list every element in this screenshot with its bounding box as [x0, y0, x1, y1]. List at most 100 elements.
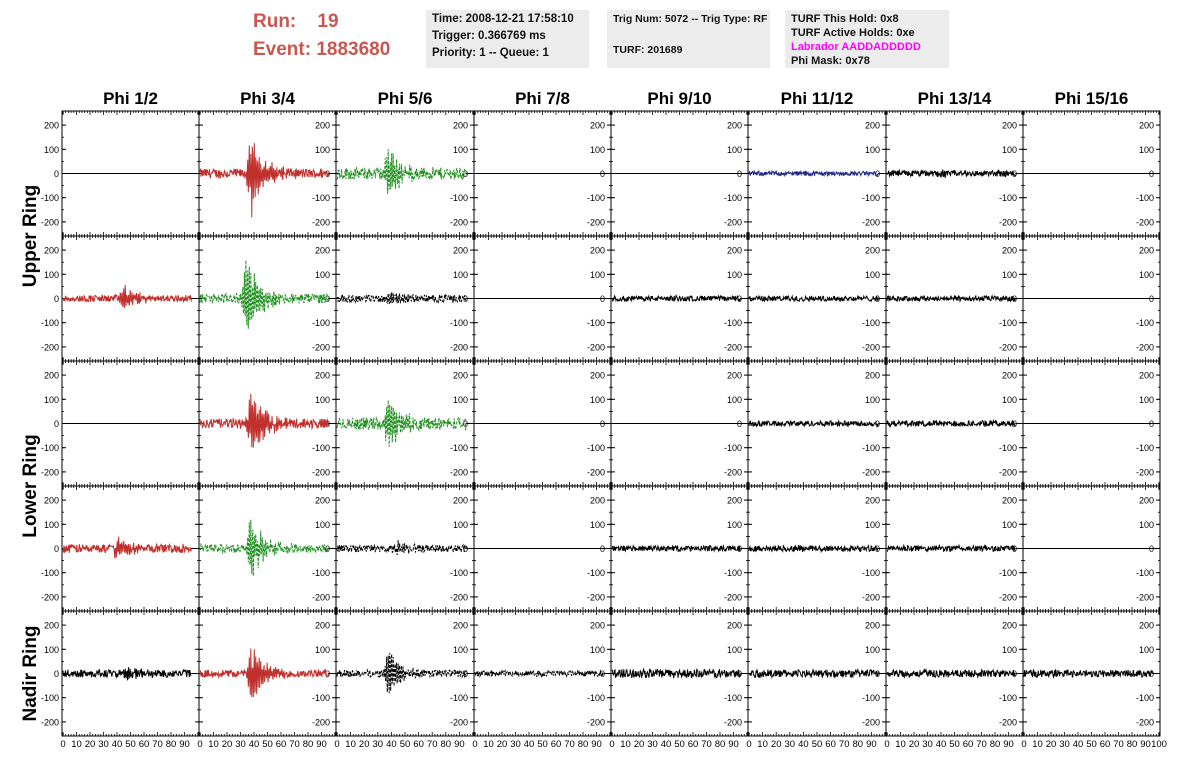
y-tick-label: -200	[724, 467, 742, 477]
y-tick-label: -200	[862, 217, 880, 227]
x-tick-label: 70	[152, 739, 163, 750]
y-tick-label: -100	[312, 318, 330, 328]
y-tick-label: -100	[587, 193, 605, 203]
y-tick-label: -200	[724, 342, 742, 352]
y-tick-label: 100	[590, 395, 605, 405]
y-tick-label: -100	[312, 568, 330, 578]
waveform-trace	[748, 544, 879, 554]
y-tick-label: -200	[41, 467, 59, 477]
event-time: Time: 2008-12-21 17:58:10	[432, 13, 574, 25]
y-tick-label: 0	[54, 544, 59, 554]
y-tick-label: 200	[865, 496, 880, 506]
waveform-trace	[199, 393, 329, 448]
waveform-trace	[62, 667, 192, 681]
x-tick-label: 80	[166, 739, 177, 750]
y-tick-label: 200	[1139, 496, 1154, 506]
y-tick-label: -200	[1136, 592, 1154, 602]
y-tick-label: 200	[44, 496, 59, 506]
y-tick-label: 100	[315, 645, 330, 655]
y-tick-label: 200	[315, 121, 330, 131]
y-tick-label: 200	[453, 621, 468, 631]
y-tick-label: 100	[727, 395, 742, 405]
turf-this-hold: TURF This Hold: 0x8	[791, 13, 899, 25]
phi-mask: Phi Mask: 0x78	[791, 55, 870, 67]
x-tick-label: 40	[249, 739, 260, 750]
y-tick-label: -200	[724, 217, 742, 227]
y-tick-label: 200	[453, 121, 468, 131]
waveform-trace	[611, 293, 741, 303]
y-tick-label: 100	[865, 145, 880, 155]
y-tick-label: 100	[1139, 395, 1154, 405]
y-tick-label: 200	[315, 246, 330, 256]
y-tick-label: -100	[1136, 318, 1154, 328]
y-tick-label: 100	[1139, 145, 1154, 155]
y-tick-label: 200	[1002, 246, 1017, 256]
column-header: Phi 3/4	[240, 89, 295, 108]
x-tick-label: 20	[222, 739, 233, 750]
y-tick-label: -100	[587, 318, 605, 328]
row-group-label: Lower Ring	[20, 434, 41, 537]
y-tick-label: 200	[865, 371, 880, 381]
y-tick-label: -100	[41, 193, 59, 203]
y-tick-label: 200	[315, 371, 330, 381]
y-tick-label: -200	[587, 342, 605, 352]
x-tick-label: 90	[179, 739, 190, 750]
waveform-trace	[886, 543, 1016, 553]
waveform-trace	[886, 294, 1016, 303]
x-tick-label: 50	[125, 739, 136, 750]
y-tick-label: 100	[44, 520, 59, 530]
y-tick-label: -200	[41, 717, 59, 727]
y-tick-label: -200	[312, 467, 330, 477]
column-header: Phi 7/8	[515, 89, 570, 108]
y-tick-label: -200	[450, 217, 468, 227]
y-tick-label: 100	[453, 145, 468, 155]
waveform-trace	[336, 149, 467, 194]
waveform-trace	[199, 143, 329, 218]
y-tick-label: -100	[862, 193, 880, 203]
y-tick-label: 200	[44, 121, 59, 131]
event-number: Event: 1883680	[253, 39, 391, 60]
turf-info-panel: TURF This Hold: 0x8 TURF Active Holds: 0…	[785, 10, 949, 68]
y-tick-label: -200	[1136, 217, 1154, 227]
x-tick-label: 90	[316, 739, 327, 750]
y-tick-label: 100	[865, 395, 880, 405]
y-tick-label: 100	[315, 395, 330, 405]
x-tick-label: 60	[276, 739, 287, 750]
labrador-status: Labrador AADDADDDDD	[791, 41, 921, 53]
waveform-trace	[199, 260, 329, 329]
y-tick-label: -200	[312, 717, 330, 727]
y-tick-label: -200	[312, 342, 330, 352]
y-tick-label: 100	[453, 270, 468, 280]
trigger-info-panel: Trig Num: 5072 -- Trig Type: RF TURF: 20…	[607, 10, 770, 68]
waveform-trace	[748, 294, 879, 303]
y-tick-label: 200	[315, 496, 330, 506]
y-tick-label: 100	[315, 145, 330, 155]
y-tick-label: 100	[44, 395, 59, 405]
x-tick-label: 0	[197, 739, 202, 750]
y-tick-label: 100	[727, 520, 742, 530]
y-tick-label: -100	[724, 568, 742, 578]
y-tick-label: 200	[590, 246, 605, 256]
y-tick-label: 100	[1139, 520, 1154, 530]
column-header: Phi 13/14	[918, 89, 992, 108]
y-tick-label: -200	[999, 592, 1017, 602]
waveform-trace	[748, 419, 879, 428]
x-tick-label: 0	[60, 739, 65, 750]
y-tick-label: -200	[450, 717, 468, 727]
y-tick-label: -100	[312, 193, 330, 203]
waveform-trace	[611, 544, 741, 553]
y-tick-label: -200	[312, 217, 330, 227]
